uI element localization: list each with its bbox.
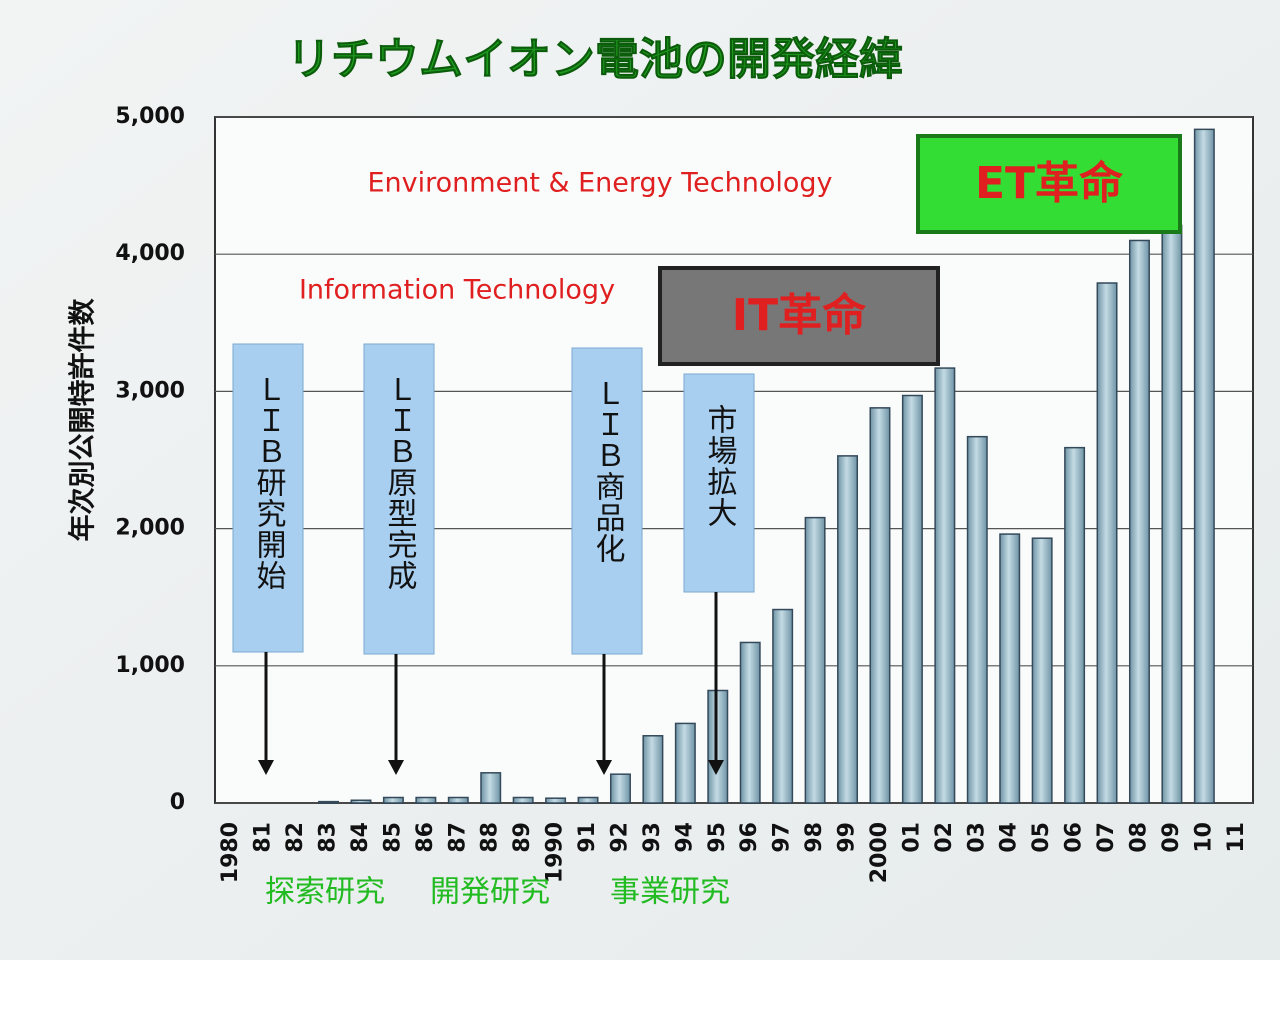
x-tick-label: 09 [1159, 822, 1184, 853]
bar [415, 796, 437, 804]
bar [1128, 239, 1150, 804]
milestone-label: 市場拡大 [702, 404, 738, 528]
label-box [916, 134, 1182, 234]
arrow-head [388, 760, 404, 775]
x-tick-label: 81 [251, 822, 276, 853]
y-tick-label: 0 [170, 790, 185, 815]
y-tick-label: 4,000 [115, 241, 185, 266]
x-tick-label: 98 [802, 822, 827, 853]
bar [869, 407, 891, 804]
milestone-label: ＬＩＢ原型完成 [382, 374, 417, 591]
x-tick-label: 95 [705, 822, 730, 853]
bar [1161, 224, 1183, 804]
x-tick-label: 84 [348, 822, 373, 853]
bar [1096, 282, 1118, 804]
x-tick-label: 08 [1126, 822, 1151, 853]
arrow-head [258, 760, 274, 775]
bar [772, 608, 794, 804]
x-tick-label: 1990 [543, 822, 568, 883]
x-tick-label: 05 [1029, 822, 1054, 853]
bar [837, 455, 859, 804]
bar [447, 796, 469, 804]
label-box [658, 266, 940, 366]
bar [674, 722, 696, 804]
bar [350, 799, 372, 804]
phase-label: 開発研究 [430, 875, 550, 910]
x-tick-label: 83 [316, 822, 341, 853]
x-tick-label: 88 [478, 822, 503, 853]
x-tick-label: 86 [413, 822, 438, 853]
x-tick-label: 89 [510, 822, 535, 853]
x-tick-label: 02 [932, 822, 957, 853]
x-tick-label: 93 [640, 822, 665, 853]
x-tick-label: 92 [607, 822, 632, 853]
bar [512, 796, 534, 804]
y-tick-label: 2,000 [115, 516, 185, 541]
bar [739, 641, 761, 804]
x-tick-label: 85 [380, 822, 405, 853]
y-tick-label: 1,000 [115, 653, 185, 678]
milestone-box [232, 343, 304, 653]
x-tick-label: 96 [737, 822, 762, 853]
x-tick-label: 94 [672, 822, 697, 853]
bar [966, 435, 988, 804]
chart-title: リチウムイオン電池の開発経緯 [287, 34, 903, 85]
bar [934, 367, 956, 804]
x-tick-label: 2000 [867, 822, 892, 883]
bar [1031, 537, 1053, 804]
x-tick-label: 99 [835, 822, 860, 853]
y-tick-label: 3,000 [115, 378, 185, 403]
y-tick-label: 5,000 [115, 104, 185, 129]
bar [545, 797, 567, 804]
annotation-label: IT革命 [732, 290, 866, 341]
x-tick-label: 11 [1224, 822, 1249, 853]
phase-label: 探索研究 [265, 875, 385, 910]
x-tick-label: 87 [445, 822, 470, 853]
x-tick-label: 04 [997, 822, 1022, 853]
x-tick-label: 91 [575, 822, 600, 853]
bar [382, 796, 404, 804]
bar [1193, 128, 1215, 804]
annotation-label: ET革命 [975, 158, 1123, 209]
milestone-box [571, 347, 643, 655]
x-tick-label: 01 [899, 822, 924, 853]
milestone-label: ＬＩＢ研究開始 [251, 374, 287, 591]
annotation: Information Technology [299, 275, 615, 306]
bar [804, 516, 826, 804]
bar [707, 689, 729, 804]
annotation: Environment & Energy Technology [368, 168, 833, 199]
x-tick-label: 07 [1094, 822, 1119, 853]
phase-label: 事業研究 [610, 875, 730, 910]
x-tick-label: 06 [1062, 822, 1087, 853]
bar [642, 735, 664, 804]
milestone-box [363, 343, 435, 655]
x-tick-label: 1980 [218, 822, 243, 883]
bar [577, 796, 599, 804]
x-tick-label: 10 [1191, 822, 1216, 853]
milestone-box [683, 373, 755, 593]
arrow-head [708, 760, 724, 775]
bar [609, 773, 631, 804]
x-tick-label: 97 [770, 822, 795, 853]
bar [901, 394, 923, 804]
bar [999, 533, 1021, 804]
bar [318, 800, 340, 804]
y-axis-label: 年次別公開特許件数 [67, 298, 99, 542]
arrow-head [596, 760, 612, 775]
bar [1064, 446, 1086, 804]
bar [480, 772, 502, 804]
x-tick-label: 03 [964, 822, 989, 853]
x-tick-label: 82 [283, 822, 308, 853]
milestone-label: ＬＩＢ商品化 [590, 378, 625, 564]
